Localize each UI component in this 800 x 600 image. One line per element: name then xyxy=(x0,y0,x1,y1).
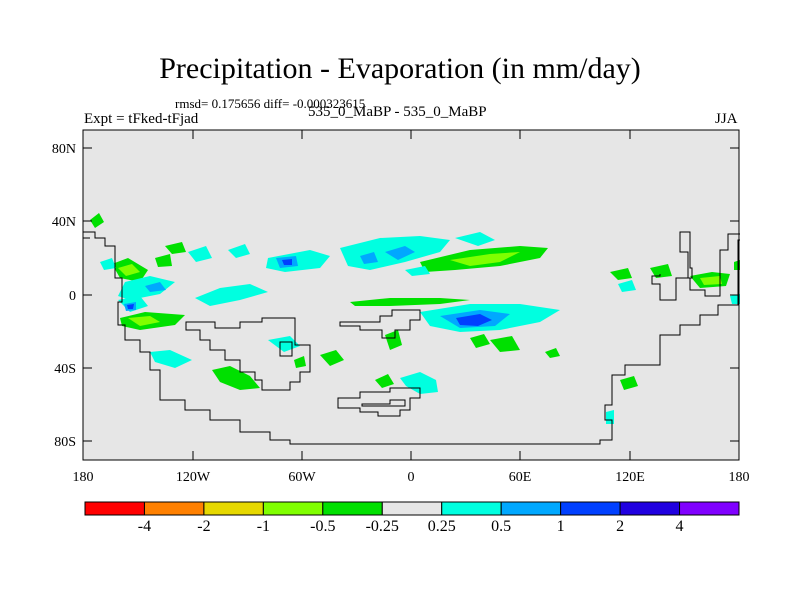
neg-patch xyxy=(155,254,172,267)
season-label: JJA xyxy=(715,111,738,127)
colorbar-box xyxy=(500,501,562,516)
neg-patch xyxy=(385,330,402,350)
coastline xyxy=(651,231,740,301)
lon-tick-180w: 180 xyxy=(73,470,94,485)
neg-patch xyxy=(375,374,394,388)
pos-patch xyxy=(100,258,116,270)
colorbar-label: 0.5 xyxy=(491,518,512,535)
pos-patch xyxy=(145,282,166,292)
case-label: 535_0_MaBP - 535_0_MaBP xyxy=(308,104,487,120)
neg-patch xyxy=(350,298,470,306)
lon-tick-120e: 120E xyxy=(615,470,645,485)
colorbar-box xyxy=(560,501,621,516)
neg-patch xyxy=(545,348,560,358)
colorbar-label: -0.5 xyxy=(310,518,336,535)
colorbar-box xyxy=(322,501,383,516)
colorbar-label: -4 xyxy=(137,518,152,535)
pos-patch xyxy=(385,246,415,260)
colorbar-box xyxy=(84,501,145,516)
colorbar-label: 0.25 xyxy=(427,518,456,535)
neg-patch xyxy=(128,316,160,326)
neg-patch xyxy=(320,350,344,366)
pos-patch xyxy=(282,259,292,265)
coastline xyxy=(185,317,311,391)
neg-patch xyxy=(294,356,306,368)
lat-tick-40n: 40N xyxy=(52,215,76,230)
colorbar-box xyxy=(619,501,681,516)
colorbar-box xyxy=(203,501,264,516)
pos-patch xyxy=(150,350,192,368)
anomaly-field xyxy=(90,213,740,424)
colorbar-box xyxy=(679,501,740,516)
pos-patch xyxy=(455,232,495,246)
colorbar-box xyxy=(441,501,502,516)
neg-patch xyxy=(490,336,520,352)
neg-patch xyxy=(450,252,520,266)
pos-patch xyxy=(127,304,134,309)
pos-patch xyxy=(618,280,636,292)
lat-tick-40s: 40S xyxy=(54,362,76,377)
lat-tick-80s: 80S xyxy=(54,435,76,450)
lon-axis xyxy=(192,130,631,460)
neg-patch xyxy=(118,264,140,276)
colorbar xyxy=(84,501,740,516)
pos-patch xyxy=(228,244,250,258)
pos-patch xyxy=(188,246,212,262)
neg-patch xyxy=(165,242,186,254)
colorbar-label: -1 xyxy=(256,518,271,535)
lat-tick-0: 0 xyxy=(69,289,76,304)
lon-tick-0: 0 xyxy=(408,470,415,485)
stats-line: rmsd= 0.175656 diff= -0.000323615 xyxy=(175,96,366,111)
colorbar-label: -2 xyxy=(197,518,211,535)
pos-patch xyxy=(400,372,438,394)
neg-patch xyxy=(610,268,632,280)
neg-patch xyxy=(650,264,672,278)
map-background xyxy=(83,130,739,460)
pos-patch xyxy=(118,276,175,300)
lat-tick-80n: 80N xyxy=(52,142,76,157)
neg-patch xyxy=(470,334,490,348)
neg-patch xyxy=(90,213,104,228)
colorbar-box xyxy=(381,501,443,516)
colorbar-box xyxy=(262,501,324,516)
coastline xyxy=(339,309,421,339)
neg-patch xyxy=(212,366,260,390)
neg-patch xyxy=(700,276,722,285)
coastline xyxy=(337,387,421,417)
colorbar-box xyxy=(143,501,205,516)
experiment-label: Expt = tFked-tFjad xyxy=(84,111,199,127)
pos-patch xyxy=(195,284,268,306)
colorbar-label: 1 xyxy=(556,518,565,535)
colorbar-label: -0.25 xyxy=(365,518,399,535)
lon-tick-120w: 120W xyxy=(176,470,211,485)
coastline xyxy=(83,231,740,445)
lon-tick-60w: 60W xyxy=(288,470,316,485)
lat-axis xyxy=(83,147,739,442)
coastlines xyxy=(83,231,740,445)
pos-patch xyxy=(360,252,378,264)
coastline xyxy=(361,399,406,407)
colorbar-label: 4 xyxy=(675,518,684,535)
chart-title: Precipitation - Evaporation (in mm/day) xyxy=(159,52,641,85)
colorbar-label: 2 xyxy=(616,518,625,535)
pos-patch xyxy=(606,410,614,424)
lon-tick-180e: 180 xyxy=(729,470,750,485)
pos-patch xyxy=(456,314,492,326)
coastline xyxy=(279,341,293,357)
pos-patch xyxy=(405,266,430,276)
lon-tick-60e: 60E xyxy=(509,470,532,485)
neg-patch xyxy=(620,376,638,390)
